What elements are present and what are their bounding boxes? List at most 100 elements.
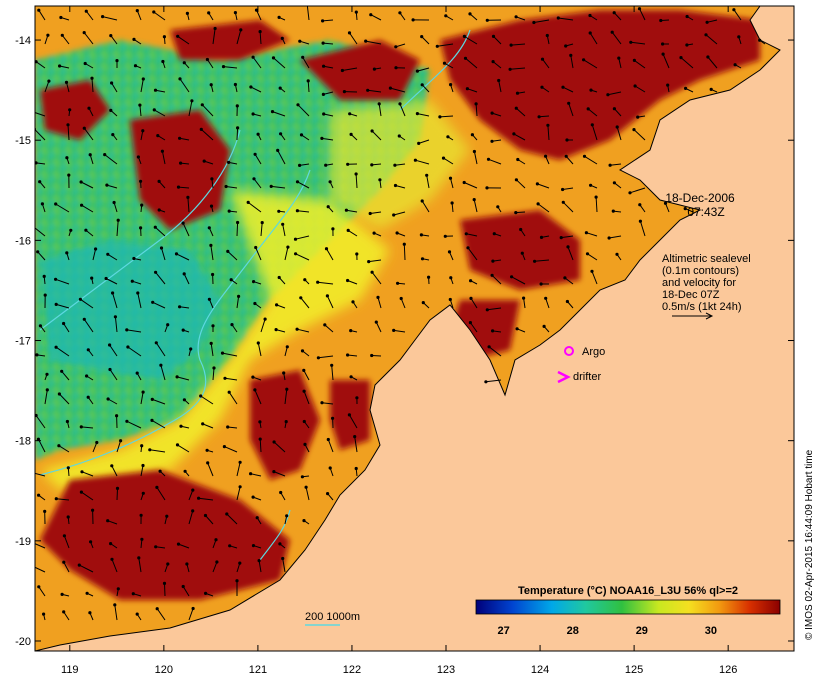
map-time: 07:43Z <box>687 205 724 219</box>
velocity-arrow-head <box>236 126 240 130</box>
velocity-arrow <box>177 35 190 45</box>
velocity-arrow <box>155 271 166 285</box>
velocity-arrow-head <box>370 163 374 167</box>
velocity-arrow-head <box>157 208 161 212</box>
velocity-arrow-head <box>36 437 41 441</box>
velocity-arrow-head <box>565 138 569 142</box>
velocity-arrow <box>300 297 310 309</box>
velocity-arrow <box>390 87 406 93</box>
velocity-arrow-head <box>496 205 500 209</box>
velocity-arrow-head <box>556 16 560 20</box>
velocity-arrow-head <box>225 512 229 516</box>
velocity-arrow-head <box>237 294 241 298</box>
velocity-arrow <box>250 473 262 477</box>
velocity-arrow <box>35 61 46 69</box>
velocity-arrow-head <box>532 20 536 25</box>
velocity-arrow <box>126 420 142 429</box>
velocity-arrow-head <box>438 115 442 119</box>
velocity-arrow-head <box>606 93 610 97</box>
velocity-arrow-head <box>303 442 307 446</box>
velocity-arrow <box>347 229 358 237</box>
velocity-arrow-head <box>64 80 69 85</box>
velocity-arrow <box>149 449 166 453</box>
velocity-arrow <box>545 298 550 309</box>
velocity-arrow-head <box>239 28 243 32</box>
velocity-arrow-head <box>491 329 495 333</box>
velocity-arrow-head <box>300 349 305 353</box>
velocity-arrow-head <box>449 276 453 280</box>
velocity-arrow-head <box>393 183 398 188</box>
velocity-arrow-head <box>491 34 496 39</box>
velocity-arrow <box>610 163 622 166</box>
velocity-arrow-head <box>374 320 378 324</box>
velocity-arrow-head <box>162 581 167 586</box>
velocity-arrow-head <box>270 110 275 114</box>
velocity-arrow-head <box>468 12 472 16</box>
velocity-arrow-head <box>443 234 447 238</box>
velocity-arrow <box>236 127 239 141</box>
velocity-arrow-head <box>324 163 328 167</box>
velocity-arrow-head <box>448 297 452 302</box>
velocity-arrow-head <box>101 15 105 19</box>
velocity-arrow-head <box>226 249 230 253</box>
velocity-arrow <box>273 57 286 69</box>
velocity-arrow-head <box>295 209 299 213</box>
velocity-arrow <box>302 57 310 69</box>
velocity-arrow <box>611 31 622 45</box>
velocity-arrow-head <box>514 106 518 110</box>
velocity-arrow <box>178 543 190 549</box>
velocity-arrow-head <box>181 221 185 225</box>
velocity-arrow-head <box>38 180 42 184</box>
velocity-arrow-head <box>258 30 262 34</box>
drifter-marker-icon <box>557 370 571 384</box>
velocity-arrow <box>515 107 526 117</box>
velocity-arrow-head <box>413 158 417 162</box>
velocity-arrow-head <box>202 159 206 163</box>
velocity-arrow <box>277 150 286 165</box>
velocity-arrow-head <box>546 123 550 127</box>
velocity-arrow-head <box>299 296 303 300</box>
velocity-arrow-head <box>276 148 280 152</box>
x-tick-label: 121 <box>249 664 267 676</box>
velocity-arrow-head <box>254 8 259 12</box>
velocity-arrow-head <box>450 201 454 205</box>
velocity-arrow <box>633 129 646 141</box>
velocity-arrow-head <box>209 341 213 345</box>
velocity-arrow-head <box>542 324 546 328</box>
velocity-arrow <box>236 486 241 501</box>
map-date: 18-Dec-2006 <box>665 191 735 205</box>
velocity-arrow <box>331 365 334 381</box>
velocity-arrow-head <box>612 11 616 15</box>
velocity-arrow <box>634 85 646 93</box>
velocity-arrow-head <box>508 67 512 71</box>
velocity-arrow <box>562 187 574 190</box>
velocity-arrow-head <box>65 156 69 160</box>
velocity-arrow-head <box>300 475 304 479</box>
velocity-arrow <box>178 186 190 189</box>
velocity-arrow <box>176 253 190 261</box>
velocity-arrow <box>395 43 406 48</box>
velocity-arrow-head <box>160 149 164 153</box>
velocity-arrow <box>558 17 574 21</box>
velocity-arrow <box>296 328 310 333</box>
velocity-arrow-head <box>62 610 66 614</box>
velocity-arrow <box>368 259 382 263</box>
velocity-arrow-head <box>251 55 255 59</box>
velocity-arrow-head <box>37 8 41 12</box>
velocity-arrow <box>583 59 598 69</box>
velocity-arrow-head <box>227 390 231 394</box>
velocity-arrow-head <box>258 420 262 424</box>
y-tick-label: -14 <box>15 35 31 47</box>
velocity-arrow-head <box>633 84 637 88</box>
velocity-arrow-head <box>296 103 300 107</box>
velocity-arrow <box>228 391 238 405</box>
velocity-arrow <box>272 111 286 117</box>
velocity-arrow <box>81 491 94 501</box>
velocity-arrow-head <box>275 303 279 307</box>
velocity-arrow <box>327 439 334 453</box>
velocity-arrow <box>236 222 239 237</box>
velocity-arrow <box>222 352 238 357</box>
velocity-arrow-head <box>514 211 518 215</box>
velocity-arrow <box>707 56 718 69</box>
velocity-arrow-head <box>564 44 568 48</box>
